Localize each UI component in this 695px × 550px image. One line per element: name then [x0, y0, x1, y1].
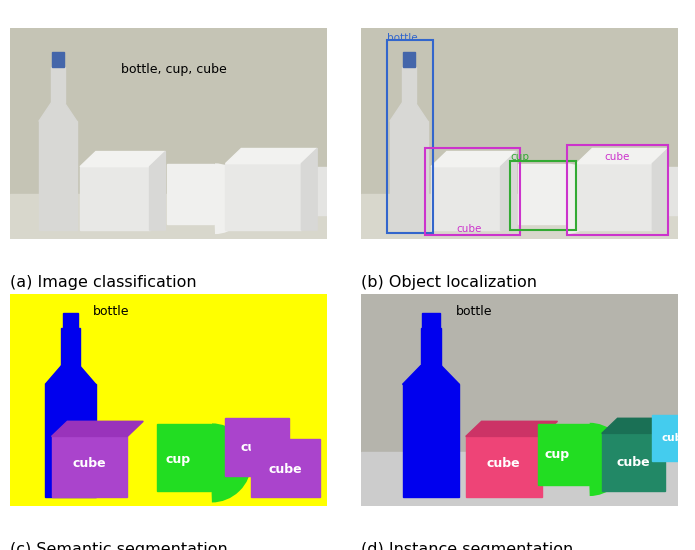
Bar: [420, 328, 441, 366]
Text: bottle: bottle: [457, 305, 493, 318]
Polygon shape: [302, 148, 317, 230]
Polygon shape: [576, 148, 668, 164]
Text: cube: cube: [73, 457, 106, 470]
Bar: [466, 437, 541, 497]
Bar: [52, 52, 63, 67]
Text: cup: cup: [511, 152, 530, 162]
Bar: [10, 194, 327, 239]
Bar: [10, 28, 327, 203]
Bar: [602, 433, 665, 491]
Text: (d) Instance segmentation: (d) Instance segmentation: [361, 542, 573, 550]
Text: cube: cube: [269, 463, 302, 476]
Polygon shape: [51, 421, 143, 437]
Text: bottle: bottle: [387, 33, 418, 43]
Bar: [423, 313, 439, 328]
Text: bottle, cup, cube: bottle, cup, cube: [121, 63, 227, 76]
Text: cube: cube: [240, 441, 274, 454]
Bar: [51, 437, 127, 497]
Text: (b) Object localization: (b) Object localization: [361, 275, 537, 290]
Bar: [431, 167, 500, 230]
Bar: [225, 418, 288, 476]
Bar: [61, 328, 80, 366]
Bar: [63, 313, 78, 328]
Bar: [510, 161, 576, 230]
Text: cube: cube: [605, 152, 630, 162]
Text: cup: cup: [165, 453, 190, 466]
Polygon shape: [602, 418, 681, 433]
Bar: [361, 452, 678, 506]
Polygon shape: [225, 148, 317, 164]
Text: (a) Image classification: (a) Image classification: [10, 275, 197, 290]
Bar: [518, 163, 565, 224]
Bar: [39, 121, 77, 230]
Bar: [576, 164, 653, 230]
Text: cup: cup: [545, 448, 570, 461]
Text: cube: cube: [662, 433, 690, 443]
Bar: [402, 67, 416, 103]
Text: cube: cube: [456, 224, 482, 234]
Bar: [80, 167, 149, 230]
Polygon shape: [80, 151, 165, 167]
Bar: [653, 415, 695, 461]
Bar: [298, 167, 327, 215]
Text: cube: cube: [616, 455, 650, 469]
Bar: [167, 163, 214, 224]
Bar: [45, 384, 96, 497]
Bar: [361, 28, 678, 203]
Polygon shape: [466, 421, 557, 437]
Bar: [225, 164, 302, 230]
Text: cube: cube: [487, 457, 521, 470]
Polygon shape: [653, 148, 668, 230]
Polygon shape: [431, 151, 516, 167]
Bar: [403, 52, 414, 67]
Bar: [390, 121, 428, 230]
Text: bottle: bottle: [92, 305, 129, 318]
Bar: [386, 40, 432, 233]
Bar: [567, 145, 668, 235]
Bar: [158, 425, 211, 491]
Polygon shape: [45, 366, 96, 384]
Polygon shape: [39, 103, 77, 121]
Bar: [361, 294, 678, 461]
Bar: [361, 194, 678, 239]
Bar: [539, 425, 589, 485]
Bar: [402, 384, 459, 497]
Polygon shape: [149, 151, 165, 230]
Polygon shape: [500, 151, 516, 230]
Bar: [51, 67, 65, 103]
Polygon shape: [390, 103, 428, 121]
Bar: [425, 148, 520, 235]
Bar: [251, 439, 320, 497]
Bar: [649, 167, 678, 215]
Text: (c) Semantic segmentation: (c) Semantic segmentation: [10, 542, 228, 550]
Polygon shape: [402, 366, 459, 384]
